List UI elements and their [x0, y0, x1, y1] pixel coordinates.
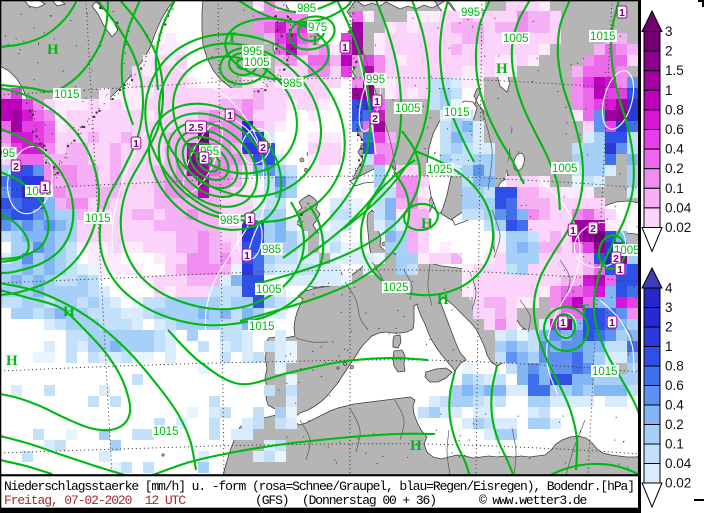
svg-text:975: 975: [308, 22, 327, 34]
svg-text:1: 1: [342, 42, 348, 54]
svg-text:(GFS) (Donnerstag 00 + 36): (GFS) (Donnerstag 00 + 36): [255, 493, 436, 508]
svg-text:995: 995: [461, 7, 480, 19]
svg-text:1: 1: [227, 110, 233, 122]
svg-text:1: 1: [619, 7, 625, 19]
svg-text:3: 3: [665, 24, 673, 39]
svg-text:2.5: 2.5: [189, 122, 204, 134]
svg-text:995: 995: [0, 148, 15, 160]
svg-text:H: H: [47, 42, 59, 58]
svg-text:1015: 1015: [444, 107, 470, 119]
svg-text:0.04: 0.04: [665, 456, 692, 471]
svg-text:T: T: [310, 33, 320, 49]
svg-text:995: 995: [243, 46, 262, 58]
svg-text:0.02: 0.02: [665, 220, 691, 235]
svg-text:1015: 1015: [85, 213, 111, 225]
svg-text:H: H: [410, 438, 422, 454]
svg-text:1005: 1005: [552, 163, 578, 175]
svg-text:H: H: [63, 304, 75, 320]
svg-text:1005: 1005: [503, 33, 529, 45]
svg-text:H: H: [6, 353, 18, 369]
svg-text:1015: 1015: [54, 89, 80, 101]
svg-text:2: 2: [665, 44, 673, 59]
svg-text:1015: 1015: [153, 426, 179, 438]
svg-text:1015: 1015: [590, 31, 616, 43]
svg-text:1: 1: [42, 182, 48, 194]
svg-text:1025: 1025: [427, 164, 453, 176]
svg-text:0.8: 0.8: [665, 359, 684, 374]
svg-text:H: H: [421, 216, 433, 232]
svg-text:Freitag, 07-02-2020 12 UTC: Freitag, 07-02-2020 12 UTC: [4, 493, 186, 508]
svg-text:H: H: [437, 292, 449, 308]
svg-text:995: 995: [366, 74, 385, 86]
svg-text:2: 2: [613, 253, 619, 265]
svg-text:© www.wetter3.de: © www.wetter3.de: [479, 493, 587, 508]
svg-text:2: 2: [201, 153, 207, 165]
svg-text:T: T: [227, 30, 237, 46]
svg-text:1005: 1005: [256, 284, 282, 296]
svg-text:3: 3: [665, 300, 673, 315]
svg-text:1: 1: [244, 250, 250, 262]
svg-text:H: H: [496, 61, 508, 77]
svg-text:2: 2: [665, 320, 673, 335]
svg-text:985: 985: [262, 244, 281, 256]
svg-text:T: T: [579, 302, 589, 318]
svg-text:0.2: 0.2: [665, 161, 684, 176]
svg-text:Niederschlagsstaerke [mm/h] u.: Niederschlagsstaerke [mm/h] u. -form (ro…: [4, 479, 634, 494]
svg-text:0.6: 0.6: [665, 378, 684, 393]
svg-text:1005: 1005: [244, 57, 270, 69]
svg-text:0.2: 0.2: [665, 417, 684, 432]
svg-text:1: 1: [609, 317, 615, 329]
svg-text:1: 1: [247, 214, 253, 226]
svg-text:0.6: 0.6: [665, 122, 684, 137]
svg-text:0.8: 0.8: [665, 102, 684, 117]
svg-text:1025: 1025: [383, 282, 409, 294]
svg-text:1: 1: [665, 83, 673, 98]
svg-text:1: 1: [133, 138, 139, 150]
svg-text:2: 2: [372, 113, 378, 125]
svg-text:2: 2: [590, 223, 596, 235]
svg-text:1015: 1015: [249, 321, 275, 333]
svg-text:0.1: 0.1: [665, 437, 684, 452]
svg-text:1005: 1005: [395, 103, 421, 115]
svg-text:0.02: 0.02: [665, 476, 691, 491]
svg-text:985: 985: [297, 3, 316, 15]
svg-text:0.04: 0.04: [665, 200, 692, 215]
svg-text:0.4: 0.4: [665, 398, 684, 413]
svg-text:0.1: 0.1: [665, 181, 684, 196]
svg-text:2: 2: [13, 161, 19, 173]
svg-text:1.5: 1.5: [665, 63, 684, 78]
svg-text:0.4: 0.4: [665, 142, 684, 157]
svg-text:1: 1: [665, 339, 673, 354]
svg-text:1: 1: [374, 96, 380, 108]
svg-text:1: 1: [560, 317, 566, 329]
svg-text:1: 1: [617, 264, 623, 276]
svg-text:985: 985: [220, 215, 239, 227]
svg-text:2: 2: [260, 142, 266, 154]
svg-text:1015: 1015: [592, 366, 618, 378]
svg-text:985: 985: [283, 78, 302, 90]
svg-text:4: 4: [665, 281, 673, 296]
svg-text:1: 1: [570, 225, 576, 237]
